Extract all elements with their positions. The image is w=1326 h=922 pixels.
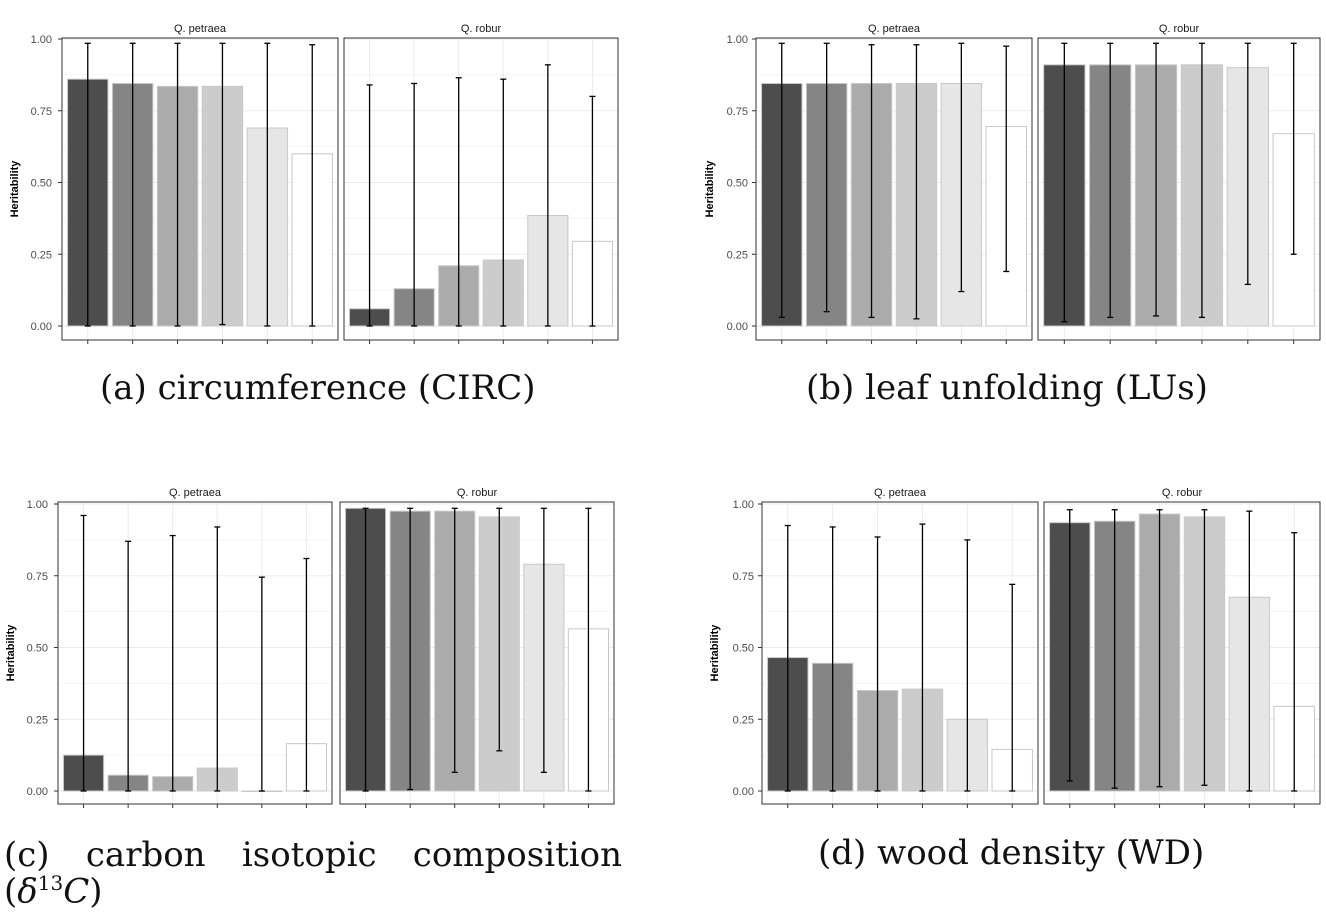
y-tick-label: 0.50 [27, 643, 48, 655]
caption-c-superscript: 13 [37, 871, 64, 895]
y-tick-label: 0.25 [31, 249, 52, 261]
caption-d: (d) wood density (WD) [818, 833, 1205, 873]
y-tick-label: 0.00 [733, 786, 754, 798]
caption-b: (b) leaf unfolding (LUs) [806, 368, 1208, 408]
panel-border [343, 37, 619, 341]
chart-carbon-isotopic: Heritability 0.00 0.25 0.50 0.75 1.00 Q. petra… [5, 487, 615, 808]
y-tick-label: 0.00 [727, 321, 748, 333]
y-tick-label: 1.00 [733, 499, 754, 511]
facet-strip-label: Q. petraea [174, 23, 227, 35]
panel-border [761, 501, 1039, 805]
y-tick-label: 0.75 [27, 571, 48, 583]
caption-c-word-1: (c) [4, 835, 50, 875]
y-tick-label: 0.50 [733, 643, 754, 655]
caption-a: (a) circumference (CIRC) [100, 368, 536, 408]
chart-circumference: Heritability 0.00 0.25 0.50 0.75 1.00 Q. petra… [9, 23, 619, 344]
y-tick-label: 1.00 [727, 34, 748, 46]
caption-c-word-2: carbon [85, 835, 206, 875]
panel-border [1037, 37, 1321, 341]
facet-panel: Q. petraea [755, 23, 1033, 344]
caption-c-delta: δ [17, 871, 38, 912]
caption-c-word-4: composition [412, 835, 622, 875]
caption-c-line-2: (δ13C) [4, 871, 622, 911]
facet-panel: Q. robur [343, 23, 619, 344]
panel-border [57, 501, 333, 805]
y-tick-label: 1.00 [31, 34, 52, 46]
y-tick-label: 0.75 [733, 571, 754, 583]
y-axis-label: Heritability [5, 624, 17, 682]
y-tick-label: 0.25 [27, 714, 48, 726]
caption-c-word-3: isotopic [241, 835, 377, 875]
facet-strip-label: Q. robur [1162, 487, 1203, 499]
y-tick-label: 0.25 [727, 249, 748, 261]
facet-strip-label: Q. robur [457, 487, 498, 499]
y-tick-label: 0.00 [27, 786, 48, 798]
chart-wood-density: Heritability 0.00 0.25 0.50 0.75 1.00 Q. petra… [709, 487, 1321, 808]
facet-panel: Q. robur [1037, 23, 1321, 344]
y-tick-label: 0.75 [727, 106, 748, 118]
facet-panel: Q. robur [1043, 487, 1321, 808]
y-tick-label: 1.00 [27, 499, 48, 511]
panel-border [339, 501, 615, 805]
panel-border [1043, 501, 1321, 805]
facet-strip-label: Q. petraea [868, 23, 921, 35]
y-tick-label: 0.50 [727, 178, 748, 190]
facet-panel: Q. petraea [61, 23, 339, 344]
facet-panel: Q. petraea [761, 487, 1039, 808]
chart-leaf-unfolding: Heritability 0.00 0.25 0.50 0.75 1.00 Q. petra… [704, 23, 1321, 344]
y-axis-label: Heritability [709, 624, 721, 682]
y-tick-label: 0.25 [733, 714, 754, 726]
facet-panel: Q. petraea [57, 487, 333, 808]
y-axis-label: Heritability [704, 160, 716, 218]
panel-border [755, 37, 1033, 341]
facet-strip-label: Q. robur [1159, 23, 1200, 35]
y-tick-label: 0.75 [31, 106, 52, 118]
caption-c-open-paren: ( [4, 871, 18, 912]
caption-c-variable: C [63, 871, 90, 912]
y-tick-label: 0.50 [31, 178, 52, 190]
y-axis-label: Heritability [9, 160, 21, 218]
panel-border [61, 37, 339, 341]
facet-strip-label: Q. petraea [874, 487, 927, 499]
caption-c-close-paren: ) [89, 871, 103, 912]
facet-strip-label: Q. robur [461, 23, 502, 35]
facet-panel: Q. robur [339, 487, 615, 808]
y-tick-label: 0.00 [31, 321, 52, 333]
facet-strip-label: Q. petraea [169, 487, 222, 499]
caption-c: (c) carbon isotopic composition (δ13C) [4, 835, 622, 911]
